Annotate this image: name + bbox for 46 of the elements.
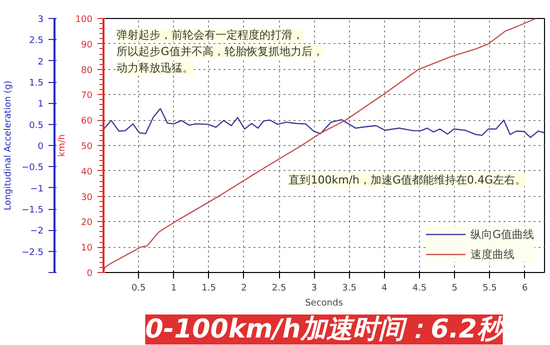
legend-label: 速度曲线 bbox=[470, 246, 514, 262]
x-tick-label: 6 bbox=[522, 284, 528, 294]
y2-tick-label: −1 bbox=[30, 184, 44, 194]
y-tick-label: 0 bbox=[86, 269, 93, 279]
x-axis-title: Seconds bbox=[305, 298, 344, 308]
x-tick-label: 3.5 bbox=[342, 284, 356, 294]
x-tick-label: 5 bbox=[452, 284, 458, 294]
annotation: 所以起步G值并不高，轮胎恢复抓地力后， bbox=[116, 45, 324, 58]
x-tick-label: 5.5 bbox=[482, 284, 497, 294]
y-axis-title: km/h bbox=[57, 134, 68, 157]
y2-tick-label: 0.5 bbox=[29, 120, 44, 131]
y2-tick-label: 1.5 bbox=[29, 78, 44, 88]
annotation: 动力释放迅猛。 bbox=[116, 62, 194, 75]
y-tick-label: 20 bbox=[81, 218, 93, 228]
legend-label: 纵向G值曲线 bbox=[470, 226, 534, 242]
y2-axis-title: Longitudinal Acceleration (g) bbox=[4, 80, 14, 210]
x-tick-label: 2.5 bbox=[272, 284, 286, 294]
y2-tick-label: −0.5 bbox=[22, 163, 44, 174]
annotation: 弹射起步，前轮会有一定程度的打滑， bbox=[116, 28, 304, 42]
x-tick-label: 0.5 bbox=[131, 284, 146, 294]
y2-tick-label: −2 bbox=[30, 226, 44, 237]
x-tick-label: 1.5 bbox=[202, 284, 216, 294]
y-tick-label: 50 bbox=[81, 142, 93, 152]
y2-tick-label: 2 bbox=[38, 57, 44, 68]
y-tick-label: 70 bbox=[81, 91, 93, 102]
x-tick-label: 1 bbox=[170, 284, 177, 294]
x-tick-label: 3 bbox=[311, 284, 318, 294]
y-tick-label: 10 bbox=[81, 244, 93, 254]
y-tick-label: 100 bbox=[75, 15, 93, 25]
annotation: 直到100km/h，加速G值都能维持在0.4G左右。 bbox=[288, 173, 526, 186]
x-tick-label: 4.5 bbox=[412, 284, 427, 294]
y-tick-label: 40 bbox=[81, 167, 93, 178]
y2-tick-label: 3 bbox=[38, 15, 44, 25]
y-tick-label: 80 bbox=[81, 66, 93, 76]
y-tick-label: 90 bbox=[81, 40, 93, 50]
x-tick-label: 2 bbox=[241, 284, 247, 294]
y-tick-label: 60 bbox=[81, 116, 93, 127]
text: 0-100km/h加速时间：6.2秒 bbox=[145, 314, 507, 344]
line-series bbox=[104, 108, 544, 138]
y2-tick-label: 1 bbox=[38, 100, 44, 110]
y2-tick-label: 0 bbox=[38, 142, 44, 152]
y2-tick-label: −1.5 bbox=[22, 206, 44, 216]
y2-tick-label: 2.5 bbox=[29, 36, 44, 46]
x-tick-label: 4 bbox=[382, 284, 388, 294]
y2-tick-label: −2.5 bbox=[22, 248, 44, 258]
y-tick-label: 30 bbox=[81, 192, 93, 203]
